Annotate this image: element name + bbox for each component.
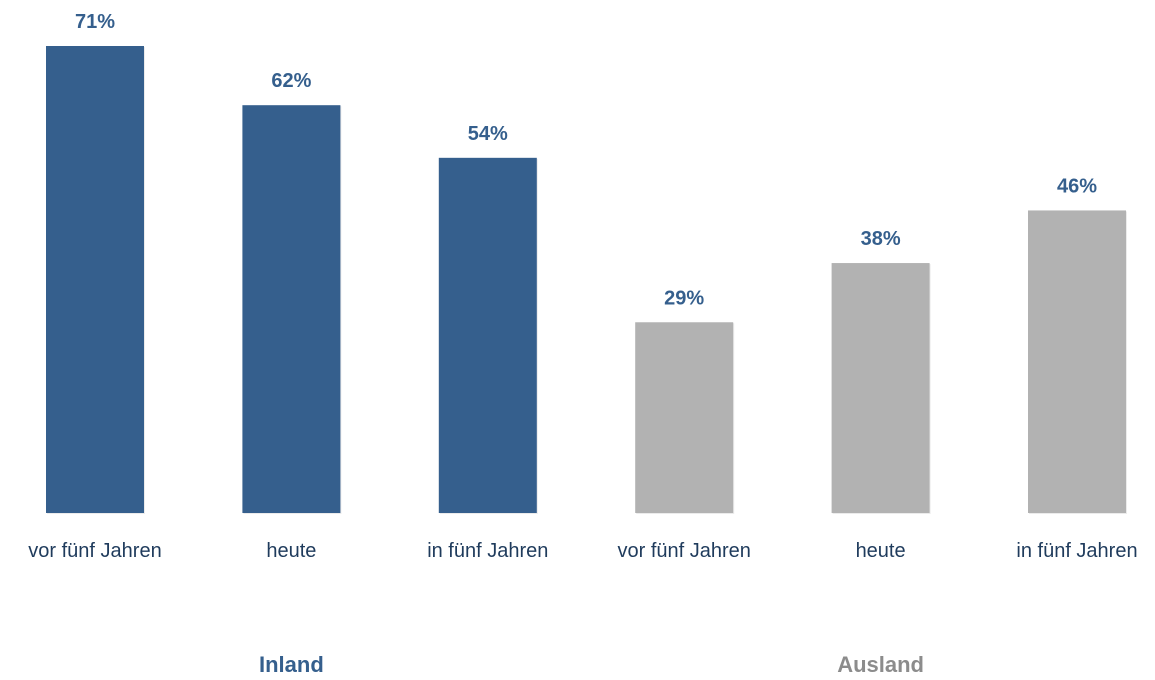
bar (242, 105, 341, 514)
x-tick-label: vor fünf Jahren (617, 540, 750, 562)
x-tick-label: heute (856, 540, 906, 562)
group-label: Ausland (837, 652, 924, 677)
value-label: 29% (664, 287, 704, 309)
value-label: 54% (468, 123, 508, 145)
x-tick-label: in fünf Jahren (1016, 540, 1137, 562)
group-label: Inland (259, 652, 324, 677)
bar (438, 157, 537, 513)
value-label: 62% (271, 70, 311, 92)
x-tick-label: in fünf Jahren (427, 540, 548, 562)
value-label: 38% (861, 228, 901, 250)
bar (46, 46, 144, 513)
bar (831, 263, 930, 513)
value-label: 46% (1057, 175, 1097, 197)
x-tick-label: heute (266, 540, 316, 562)
x-tick-label: vor fünf Jahren (28, 540, 161, 562)
value-label: 71% (75, 11, 115, 33)
bar (635, 322, 734, 513)
bar (1028, 210, 1126, 513)
